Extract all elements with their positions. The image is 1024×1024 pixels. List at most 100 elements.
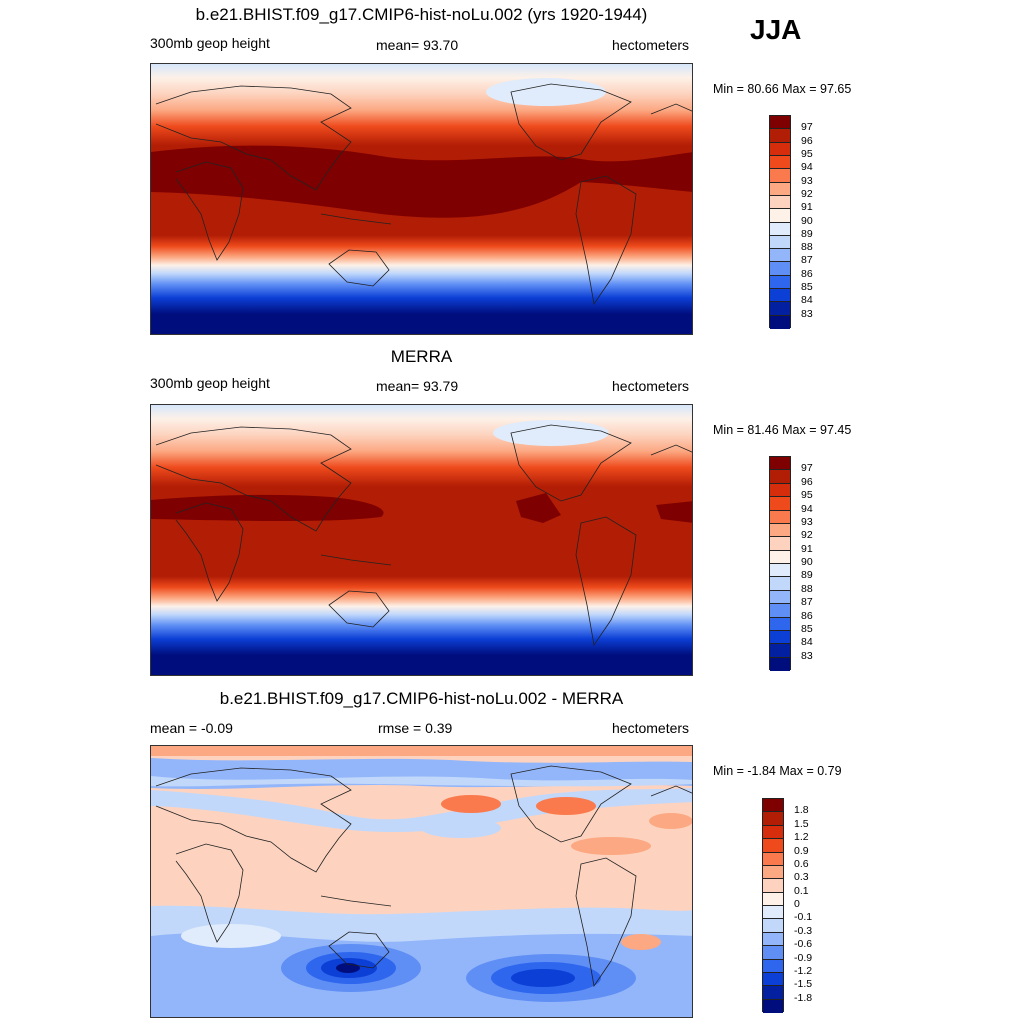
colorbar-swatch bbox=[763, 999, 783, 1013]
colorbar-label: 83 bbox=[801, 307, 813, 320]
colorbar-label: 0.1 bbox=[794, 884, 809, 897]
colorbar-label: 85 bbox=[801, 622, 813, 635]
colorbar-label: 1.5 bbox=[794, 817, 809, 830]
colorbar-label: 0.6 bbox=[794, 857, 809, 870]
panel-2-units: hectometers bbox=[612, 378, 690, 394]
colorbar-label: 86 bbox=[801, 609, 813, 622]
colorbar-label: 97 bbox=[801, 462, 813, 475]
panel-2-title: MERRA bbox=[390, 347, 453, 366]
colorbar-label: 0.3 bbox=[794, 871, 809, 884]
colorbar-swatch bbox=[763, 946, 783, 960]
colorbar-label: 1.8 bbox=[794, 804, 809, 817]
colorbar-label: 95 bbox=[801, 147, 813, 160]
colorbar-label: 91 bbox=[801, 542, 813, 555]
colorbar-label: 86 bbox=[801, 267, 813, 280]
colorbar-label: 85 bbox=[801, 281, 813, 294]
colorbar-label: -0.6 bbox=[794, 938, 813, 951]
panel-1-units: hectometers bbox=[612, 37, 690, 53]
colorbar-swatch bbox=[770, 630, 790, 645]
colorbar-label: 87 bbox=[801, 254, 813, 267]
colorbar-label: -1.5 bbox=[794, 978, 813, 991]
colorbar-swatch bbox=[770, 510, 790, 524]
colorbar-swatch bbox=[770, 644, 790, 658]
colorbar-swatch bbox=[770, 315, 790, 329]
colorbar-swatch bbox=[770, 577, 790, 591]
panel-3-rmse: rmse = 0.39 bbox=[378, 720, 453, 736]
colorbar-swatch bbox=[770, 483, 790, 498]
colorbar-swatch bbox=[770, 262, 790, 276]
colorbar-label: 94 bbox=[801, 502, 813, 515]
colorbar-label: 93 bbox=[801, 515, 813, 528]
colorbar-swatch bbox=[770, 564, 790, 578]
colorbar-swatch bbox=[770, 235, 790, 250]
colorbar-label: 92 bbox=[801, 529, 813, 542]
colorbar-swatch bbox=[763, 919, 783, 933]
colorbar-label: 84 bbox=[801, 294, 813, 307]
colorbar-label: 0 bbox=[794, 898, 800, 910]
colorbar-label: 83 bbox=[801, 649, 813, 662]
panel-1-minmax: Min = 80.66 Max = 97.65 bbox=[713, 82, 852, 96]
colorbar-swatch bbox=[770, 155, 790, 170]
colorbar-swatch bbox=[770, 497, 790, 511]
colorbar-swatch bbox=[770, 590, 790, 605]
colorbar-swatch bbox=[770, 537, 790, 551]
colorbar-swatch bbox=[770, 302, 790, 316]
colorbar-label: 92 bbox=[801, 187, 813, 200]
colorbar-swatch bbox=[770, 657, 790, 671]
colorbar-label: 88 bbox=[801, 582, 813, 595]
colorbar-label: 89 bbox=[801, 569, 813, 582]
colorbar-swatch bbox=[770, 470, 790, 484]
colorbar-swatch bbox=[763, 972, 783, 987]
colorbar-swatch bbox=[770, 457, 790, 471]
colorbar-swatch bbox=[763, 892, 783, 906]
colorbar-label: 91 bbox=[801, 201, 813, 214]
colorbar-label: 0.9 bbox=[794, 844, 809, 857]
colorbar-swatch bbox=[770, 142, 790, 156]
colorbar-label: 1.2 bbox=[794, 831, 809, 844]
colorbar-swatch bbox=[770, 249, 790, 263]
panel-2-map bbox=[150, 404, 693, 676]
colorbar-swatch bbox=[770, 617, 790, 631]
panel-1-title: b.e21.BHIST.f09_g17.CMIP6-hist-noLu.002 … bbox=[195, 5, 648, 24]
colorbar-swatch bbox=[770, 550, 790, 564]
colorbar-swatch bbox=[763, 932, 783, 947]
colorbar-label: 95 bbox=[801, 489, 813, 502]
colorbar-swatch bbox=[770, 289, 790, 303]
colorbar-swatch bbox=[763, 852, 783, 866]
colorbar-label: 93 bbox=[801, 174, 813, 187]
panel-3-map bbox=[150, 745, 693, 1018]
colorbar-label: -0.3 bbox=[794, 924, 813, 937]
colorbar-label: 89 bbox=[801, 227, 813, 240]
panel-2-minmax: Min = 81.46 Max = 97.45 bbox=[713, 423, 852, 437]
colorbar-swatch bbox=[770, 209, 790, 223]
panel-3-units: hectometers bbox=[612, 720, 690, 736]
colorbar-swatch bbox=[770, 195, 790, 210]
colorbar-label: -1.8 bbox=[794, 991, 813, 1004]
panel-3-mean: mean = -0.09 bbox=[150, 720, 233, 736]
colorbar-swatch bbox=[770, 604, 790, 618]
colorbar-swatch bbox=[770, 182, 790, 196]
colorbar-swatch bbox=[770, 116, 790, 130]
panel-2-mean: mean= 93.79 bbox=[376, 378, 459, 394]
colorbar-swatch bbox=[763, 825, 783, 840]
colorbar-swatch bbox=[763, 879, 783, 893]
colorbar-swatch bbox=[763, 986, 783, 1000]
colorbar-label: 97 bbox=[801, 121, 813, 134]
colorbar-swatch bbox=[763, 959, 783, 973]
colorbar-label: 96 bbox=[801, 134, 813, 147]
panel-1-map bbox=[150, 63, 693, 335]
season-label: JJA bbox=[750, 14, 802, 45]
colorbar-label: -0.9 bbox=[794, 951, 813, 964]
colorbar-swatch bbox=[763, 906, 783, 920]
panel-1-mean: mean= 93.70 bbox=[376, 37, 459, 53]
panel-3-minmax: Min = -1.84 Max = 0.79 bbox=[713, 764, 842, 778]
colorbar-swatch bbox=[770, 222, 790, 236]
colorbar-label: -0.1 bbox=[794, 911, 813, 924]
colorbar-swatch bbox=[763, 812, 783, 826]
colorbar-swatch bbox=[770, 275, 790, 290]
colorbar-swatch bbox=[770, 523, 790, 538]
colorbar-label: 87 bbox=[801, 596, 813, 609]
panel-1-variable-label: 300mb geop height bbox=[150, 35, 270, 51]
colorbar-swatch bbox=[763, 865, 783, 880]
colorbar-label: 94 bbox=[801, 161, 813, 174]
